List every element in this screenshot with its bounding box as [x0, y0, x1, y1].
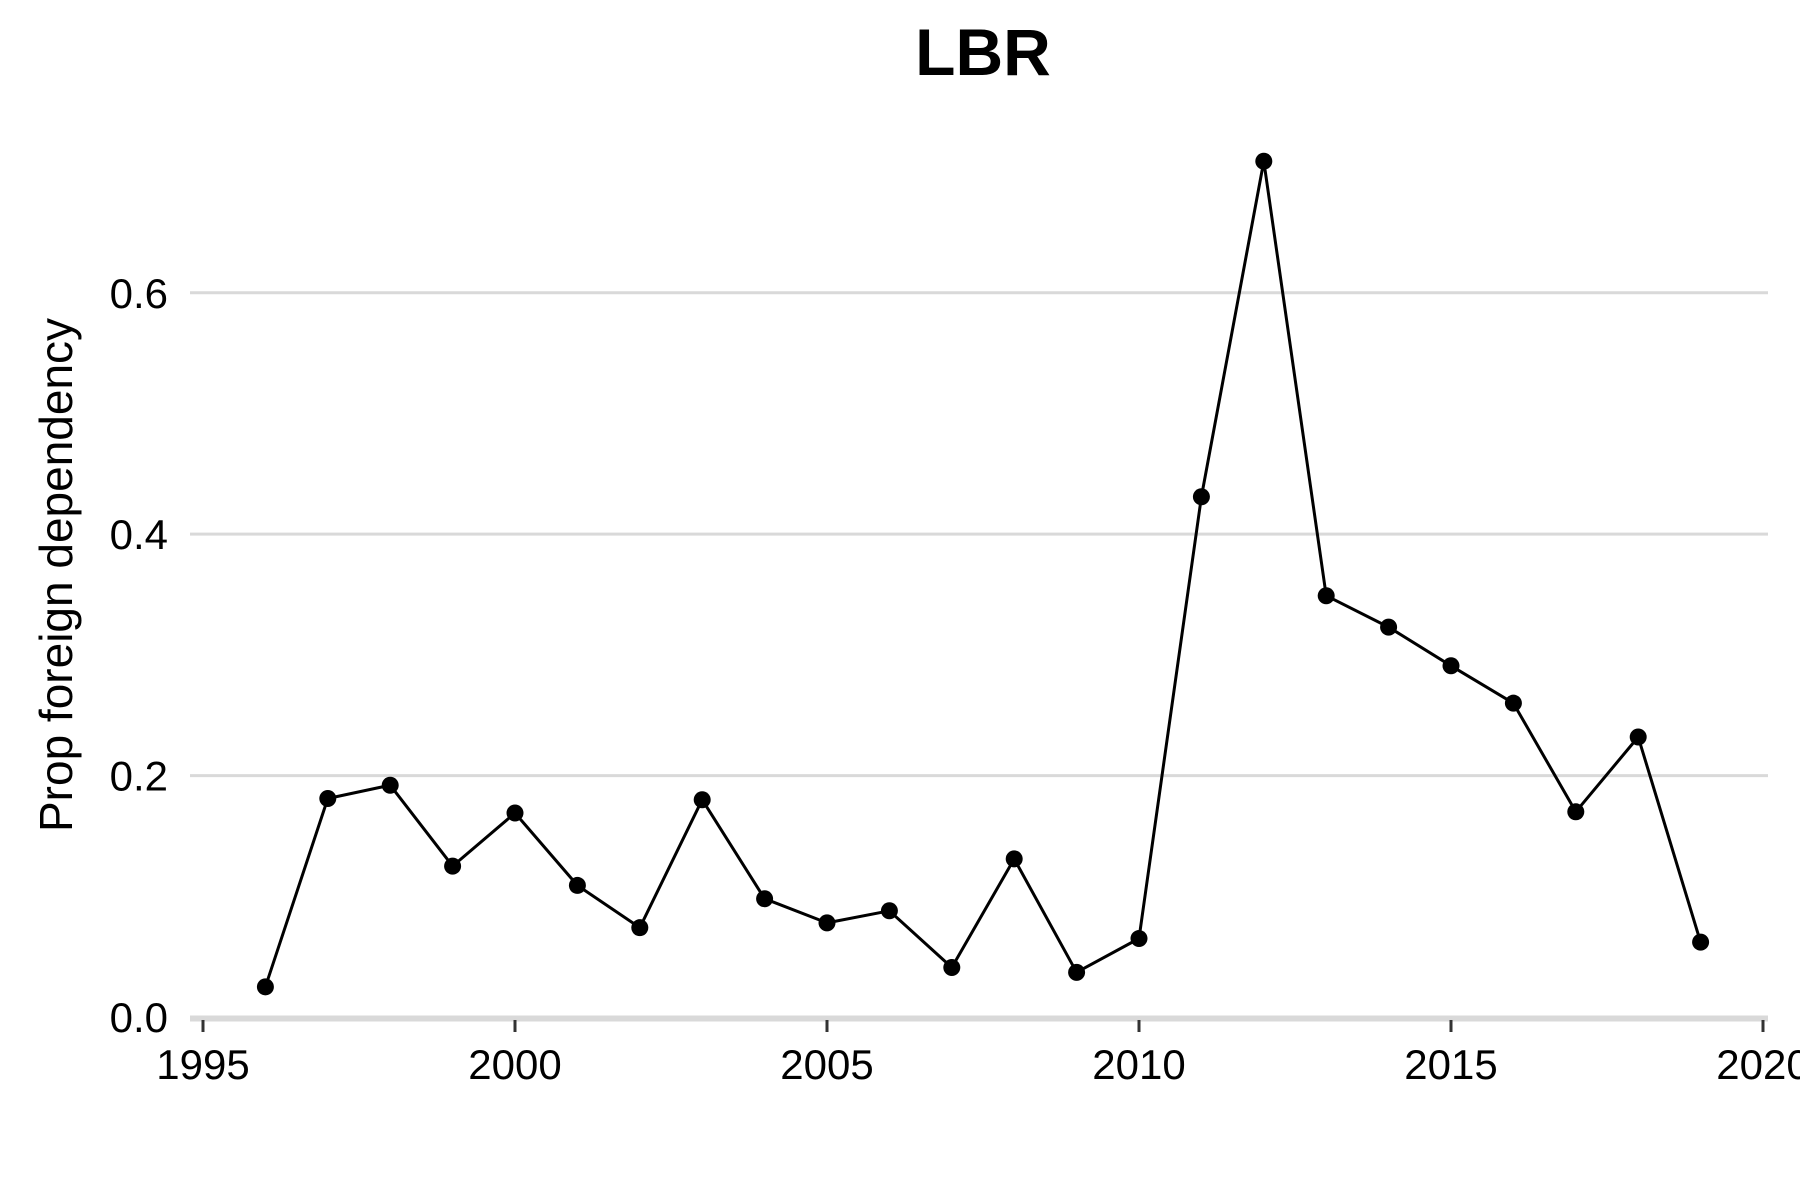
- data-point-1996: [256, 978, 274, 996]
- data-point-2015: [1442, 657, 1460, 675]
- data-point-2011: [1192, 488, 1210, 506]
- y-tick-label-3: 0.6: [110, 270, 168, 317]
- x-tick-label-4: 2015: [1404, 1041, 1497, 1088]
- chart-title: LBR: [915, 15, 1051, 89]
- data-point-2013: [1317, 587, 1335, 605]
- data-point-2018: [1629, 728, 1647, 746]
- y-tick-label-1: 0.2: [110, 753, 168, 800]
- data-point-1997: [319, 790, 337, 808]
- x-tick-label-2: 2005: [780, 1041, 873, 1088]
- data-point-2017: [1567, 803, 1585, 821]
- y-axis-ticks: 0.0 0.2 0.4 0.6: [110, 270, 168, 1041]
- data-point-2004: [756, 890, 774, 908]
- data-series: [256, 152, 1710, 996]
- data-point-2007: [943, 959, 961, 977]
- x-axis: 1995 2000 2005 2010 2015 2020: [156, 1018, 1800, 1088]
- data-point-2001: [568, 876, 586, 894]
- data-point-2003: [693, 791, 711, 809]
- data-point-2012: [1255, 152, 1273, 170]
- data-point-2005: [818, 914, 836, 932]
- data-point-2006: [880, 902, 898, 920]
- y-tick-label-0: 0.0: [110, 994, 168, 1041]
- data-point-2009: [1068, 963, 1086, 981]
- data-point-2019: [1692, 933, 1710, 951]
- data-point-2002: [631, 919, 649, 937]
- y-axis-label: Prop foreign dependency: [30, 318, 82, 832]
- x-tick-label-0: 1995: [156, 1041, 249, 1088]
- series-line-0: [263, 159, 1703, 988]
- data-point-2010: [1130, 930, 1148, 948]
- data-point-2008: [1005, 850, 1023, 868]
- x-tick-label-1: 2000: [468, 1041, 561, 1088]
- data-point-1998: [381, 776, 399, 794]
- data-point-2016: [1504, 694, 1522, 712]
- data-point-1999: [444, 857, 462, 875]
- gridlines: [190, 291, 1768, 1019]
- x-tick-label-3: 2010: [1092, 1041, 1185, 1088]
- y-tick-label-2: 0.4: [110, 511, 168, 558]
- data-point-2014: [1380, 618, 1398, 636]
- x-tick-label-5: 2020: [1716, 1041, 1800, 1088]
- data-point-2000: [506, 804, 524, 822]
